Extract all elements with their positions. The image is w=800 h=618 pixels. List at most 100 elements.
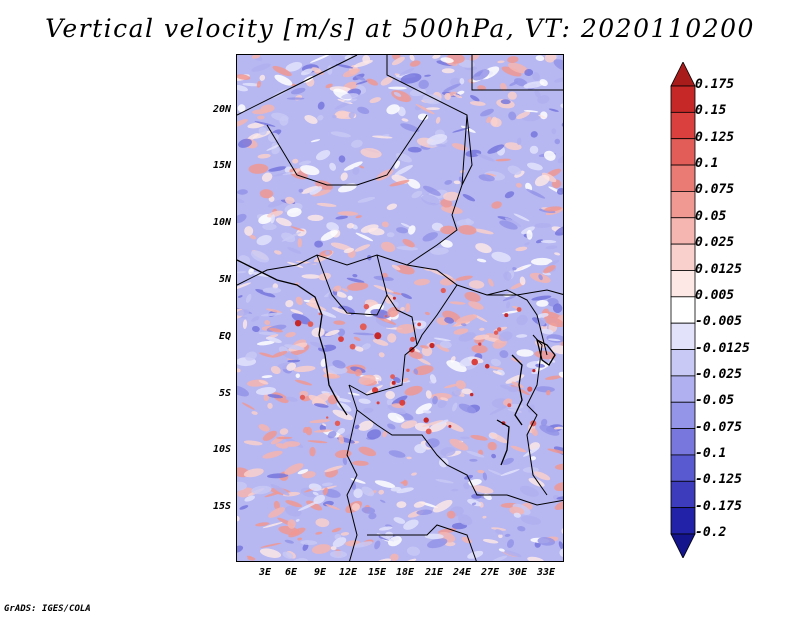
velocity-patch (295, 518, 300, 522)
lat-label: 20N (212, 104, 231, 115)
velocity-patch (279, 428, 289, 435)
velocity-patch (265, 308, 282, 313)
velocity-patch (337, 211, 359, 216)
colorbar-label: -0.2 (695, 525, 727, 540)
velocity-patch (516, 182, 522, 188)
velocity-patch (390, 553, 399, 561)
velocity-patch (325, 503, 340, 511)
velocity-patch (244, 495, 256, 502)
velocity-patch (417, 113, 429, 121)
velocity-patch (311, 327, 325, 338)
velocity-patch (444, 317, 455, 324)
velocity-patch (467, 550, 484, 559)
velocity-patch (285, 500, 302, 508)
velocity-patch (281, 232, 296, 243)
strong-updraft-cell (349, 343, 356, 350)
velocity-patch (472, 485, 494, 494)
velocity-patch (284, 539, 294, 544)
velocity-patch (516, 314, 528, 326)
velocity-patch (502, 293, 519, 302)
velocity-patch (338, 183, 357, 193)
velocity-patch (249, 234, 256, 240)
velocity-patch (338, 434, 344, 444)
strong-updraft-cell (440, 287, 446, 294)
velocity-patch (533, 471, 551, 481)
velocity-patch (553, 426, 562, 430)
velocity-patch (458, 332, 476, 342)
velocity-patch (238, 295, 243, 298)
strong-updraft-cell (406, 368, 410, 372)
velocity-patch (516, 137, 522, 145)
velocity-patch (471, 502, 477, 506)
velocity-patch (313, 429, 333, 433)
velocity-patch (256, 340, 275, 346)
velocity-patch (460, 322, 467, 327)
velocity-patch (261, 375, 273, 379)
velocity-patch (458, 403, 477, 414)
velocity-patch (554, 482, 563, 492)
velocity-patch (270, 483, 290, 496)
velocity-patch (508, 62, 529, 74)
velocity-patch (308, 394, 328, 407)
velocity-patch (378, 489, 384, 495)
velocity-patch (379, 499, 386, 503)
velocity-patch (259, 548, 282, 558)
velocity-patch (440, 239, 453, 248)
velocity-patch (380, 241, 396, 253)
velocity-patch (539, 79, 548, 87)
velocity-patch (341, 93, 359, 100)
velocity-patch (482, 472, 488, 481)
velocity-patch (519, 276, 526, 286)
velocity-patch (358, 446, 377, 457)
velocity-patch (309, 186, 323, 195)
velocity-patch (407, 146, 422, 153)
velocity-patch (503, 271, 512, 281)
velocity-patch (451, 488, 459, 492)
velocity-patch (325, 83, 333, 89)
velocity-patch (257, 153, 271, 159)
colorbar-segment (670, 349, 696, 377)
velocity-patch (446, 360, 467, 373)
strong-updraft-cell (470, 392, 474, 397)
velocity-patch (255, 387, 277, 395)
velocity-patch (258, 127, 267, 136)
velocity-patch (237, 545, 244, 553)
velocity-patch (492, 370, 502, 375)
velocity-patch (245, 351, 257, 361)
strong-updraft-cell (417, 322, 422, 327)
velocity-patch (462, 194, 476, 202)
velocity-patch (358, 420, 374, 431)
velocity-patch (539, 425, 560, 436)
velocity-patch (254, 121, 276, 127)
lon-label: 30E (508, 567, 528, 578)
velocity-patch (515, 334, 528, 338)
strong-updraft-cell (399, 399, 406, 406)
velocity-patch (548, 108, 559, 112)
velocity-patch (392, 55, 401, 60)
lon-label: 27E (480, 567, 500, 578)
velocity-patch (516, 266, 524, 271)
velocity-patch (400, 420, 418, 429)
velocity-patch (546, 390, 551, 396)
velocity-patch (471, 344, 488, 354)
velocity-patch (284, 463, 304, 475)
velocity-patch (530, 456, 536, 461)
velocity-patch (355, 75, 366, 81)
velocity-patch (558, 541, 563, 551)
velocity-patch (354, 244, 371, 252)
velocity-patch (500, 469, 520, 476)
velocity-patch (268, 166, 287, 172)
velocity-patch (387, 412, 405, 423)
velocity-patch (316, 202, 337, 207)
velocity-patch (355, 79, 371, 85)
velocity-patch (237, 189, 248, 195)
colorbar-segment (670, 454, 696, 482)
velocity-patch (262, 430, 277, 441)
velocity-patch (440, 447, 456, 457)
velocity-patch (342, 68, 361, 78)
lon-label: 12E (338, 567, 358, 578)
lat-label: 5N (218, 274, 231, 285)
velocity-patch (440, 57, 454, 63)
velocity-patch (295, 373, 301, 378)
velocity-patch (449, 438, 469, 451)
